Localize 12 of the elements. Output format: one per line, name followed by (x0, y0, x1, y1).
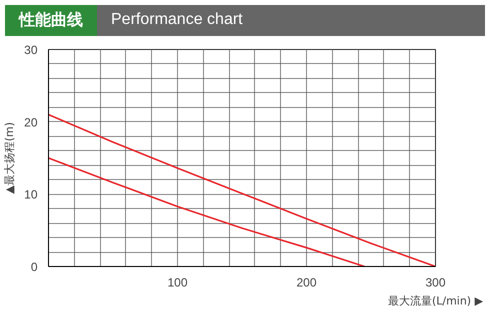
y-tick-label: 20 (24, 115, 38, 130)
x-tick-label: 300 (425, 276, 446, 290)
line-series (48, 157, 366, 266)
y-tick-label: 0 (30, 260, 38, 274)
x-tick-label: 200 (296, 276, 317, 290)
x-axis-title: 最大流量(L/min) ▶ (388, 294, 484, 308)
chart-title: 性能曲线 (5, 5, 97, 36)
chart-subtitle: Performance chart (97, 5, 485, 36)
y-tick-label: 30 (24, 43, 38, 57)
y-axis-title: ▲最大扬程(m) (3, 122, 16, 194)
y-tick-label: 10 (24, 188, 38, 202)
x-tick-label: 100 (167, 276, 188, 290)
